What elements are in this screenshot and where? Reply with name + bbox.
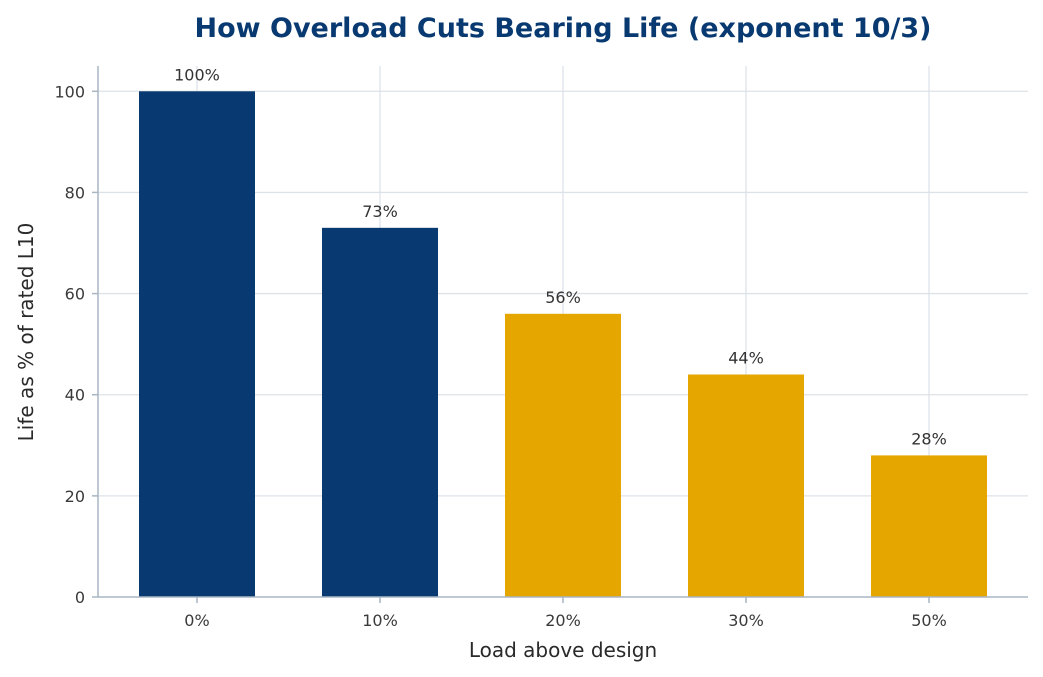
y-tick-label: 80 <box>65 183 85 202</box>
y-tick-label: 100 <box>54 82 85 101</box>
y-tick-label: 20 <box>65 487 85 506</box>
y-axis-title: Life as % of rated L10 <box>14 223 38 442</box>
bar-4 <box>688 374 804 597</box>
x-tick-label: 50% <box>911 611 947 630</box>
x-tick-label: 30% <box>728 611 764 630</box>
axes: 0 20 40 60 80 100 0% 10% 20% 30% 50% <box>54 66 1028 630</box>
data-label: 56% <box>545 288 581 307</box>
x-tick-label: 0% <box>184 611 209 630</box>
bar-1 <box>139 91 255 598</box>
data-label: 100% <box>174 65 220 84</box>
y-tick-label: 0 <box>75 588 85 607</box>
data-labels: 100% 73% 56% 44% 28% <box>174 65 947 448</box>
data-label: 28% <box>911 429 947 448</box>
bar-2 <box>322 227 438 598</box>
data-label: 73% <box>362 202 398 221</box>
bar-3 <box>505 313 621 597</box>
y-tick-label: 60 <box>65 285 85 304</box>
bar-5 <box>871 455 987 597</box>
chart-title: How Overload Cuts Bearing Life (exponent… <box>195 13 932 44</box>
x-tick-label: 20% <box>545 611 581 630</box>
data-label: 44% <box>728 348 764 367</box>
x-tick-label: 10% <box>362 611 398 630</box>
bars <box>139 91 987 598</box>
y-tick-label: 40 <box>65 386 85 405</box>
x-axis-title: Load above design <box>469 638 657 662</box>
